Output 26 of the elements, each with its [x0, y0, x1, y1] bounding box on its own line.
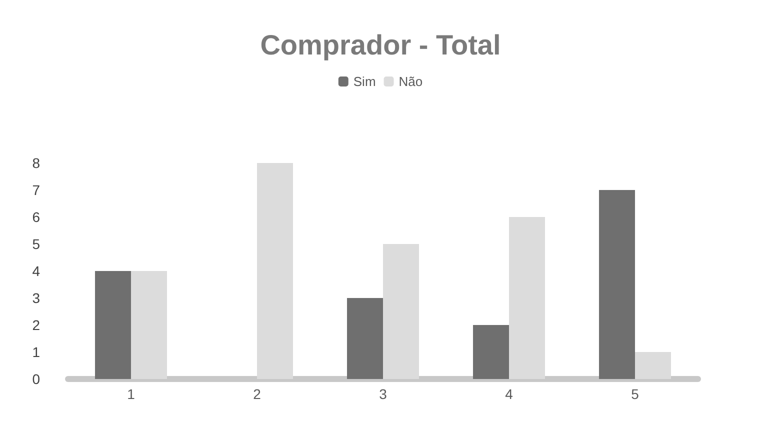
y-tick-label: 0 — [32, 371, 40, 387]
y-tick-label: 2 — [32, 317, 40, 333]
y-tick-label: 8 — [32, 155, 40, 171]
x-tick-label: 1 — [127, 386, 136, 402]
bar — [347, 298, 383, 379]
chart-title: Comprador - Total — [260, 30, 501, 60]
y-tick-label: 4 — [32, 263, 40, 279]
bar — [383, 244, 419, 379]
bar — [131, 271, 167, 379]
bar — [635, 352, 671, 379]
y-tick-label: 6 — [32, 209, 40, 225]
bar — [473, 325, 509, 379]
x-tick-label: 2 — [253, 386, 262, 402]
y-tick-label: 7 — [32, 182, 40, 198]
legend-label: Não — [398, 74, 423, 89]
x-tick-label: 3 — [379, 386, 388, 402]
y-tick-label: 5 — [32, 236, 40, 252]
x-tick-label: 5 — [631, 386, 640, 402]
y-tick-label: 1 — [32, 344, 40, 360]
x-tick-label: 4 — [505, 386, 514, 402]
legend-label: Sim — [353, 74, 376, 89]
bar — [509, 217, 545, 379]
y-tick-label: 3 — [32, 290, 40, 306]
bar — [95, 271, 131, 379]
bar — [257, 163, 293, 379]
bar — [599, 190, 635, 379]
